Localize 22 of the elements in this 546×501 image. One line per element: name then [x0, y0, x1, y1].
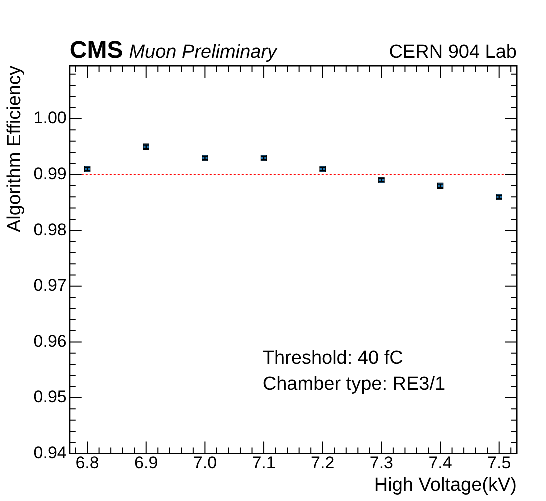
x-tick-label: 6.9: [134, 454, 158, 473]
x-tick-label: 7.4: [428, 454, 452, 473]
annotation: Chamber type: RE3/1: [262, 374, 446, 395]
y-tick-label: 0.97: [34, 276, 67, 296]
y-tick-label: 0.95: [34, 388, 67, 407]
x-axis-title: High Voltage(kV): [374, 474, 517, 496]
y-tick-label: 0.96: [34, 332, 67, 351]
chart-subtitle: Muon Preliminary: [129, 42, 279, 63]
y-tick-label: 1.00: [34, 108, 67, 128]
x-tick-label: 7.2: [311, 454, 335, 473]
y-tick-label: 0.98: [34, 220, 67, 240]
x-tick-label: 7.1: [252, 454, 276, 473]
chart-title: CMS: [70, 37, 124, 64]
x-tick-label: 7.0: [193, 454, 218, 473]
text: CERN 904 Lab: [389, 42, 517, 63]
y-tick-label: 0.94: [34, 443, 67, 462]
y-tick-label: 0.99: [34, 164, 67, 184]
annotation: Threshold: 40 fC: [262, 348, 404, 369]
x-tick-label: 7.5: [488, 454, 512, 473]
x-tick-label: 6.8: [76, 454, 100, 473]
y-axis-title: Algorithm Efficiency: [4, 66, 26, 232]
x-tick-label: 7.3: [370, 454, 394, 473]
